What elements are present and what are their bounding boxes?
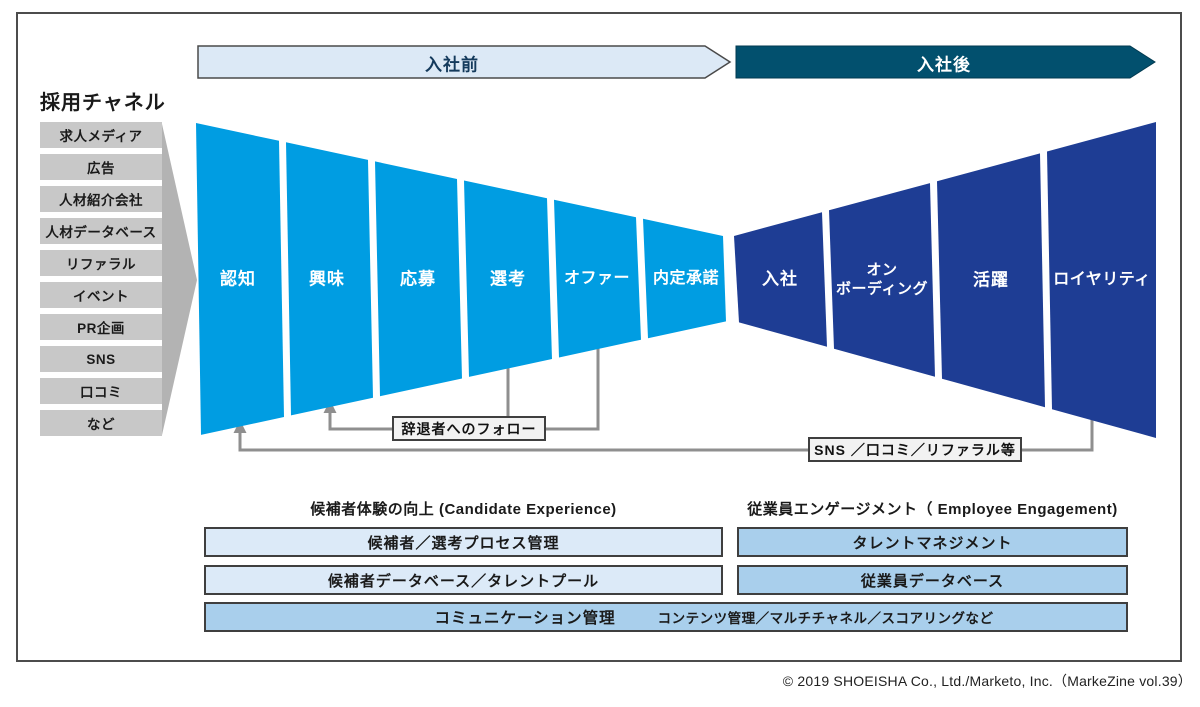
employee-database-box: 従業員データベース [737,565,1128,595]
stage-label-ninchi: 認知 [220,269,256,289]
connector-to-kyoumi [328,411,392,431]
stage-label-katsuyaku: 活躍 [973,270,1009,290]
arrowhead-ninchi [233,420,247,433]
communication-management-label: コミュニケーション管理 [434,610,616,627]
stage-label-offer: オファー [563,270,631,287]
funnel-pre-segment-kyoumi [286,142,373,416]
connector-loyalty-loop [238,419,1094,452]
communication-management-box: コミュニケーション管理 コンテンツ管理／マルチチャネル／スコアリングなど [204,602,1128,632]
channel-item-pr: PR企画 [40,314,162,340]
candidate-database-box: 候補者データベース／タレントプール [204,565,723,595]
post-join-banner-arrow [735,45,1156,79]
channel-item-sns: SNS [40,346,162,372]
channel-item-event: イベント [40,282,162,308]
talent-management-box: タレントマネジメント [737,527,1128,557]
communication-management-content: コミュニケーション管理 コンテンツ管理／マルチチャネル／スコアリングなど [254,606,1174,628]
channel-item-job-media: 求人メディア [40,122,162,148]
channel-item-agency: 人材紹介会社 [40,186,162,212]
stage-label-kyoumi: 興味 [309,269,345,289]
stage-label-onboarding: オン ボーディング [836,261,928,297]
channels-title: 採用チャネル [40,92,166,114]
channel-item-referral: リファラル [40,250,162,276]
referral-loop-box: SNS ／口コミ／リファラル等 [808,437,1022,462]
copyright: © 2019 SHOEISHA Co., Ltd./Marketo, Inc.（… [782,673,1192,689]
funnel-pre-segment-senkou [464,180,552,377]
funnel-pre-segment-ninchi [196,123,284,435]
candidate-process-box: 候補者／選考プロセス管理 [204,527,723,557]
funnel-post-segment-loyalty [1047,122,1156,438]
decline-followup-box: 辞退者へのフォロー [392,416,546,441]
employee-engagement-title: 従業員エンゲージメント（ Employee Engagement) [747,501,1118,518]
communication-management-sublabel: コンテンツ管理／マルチチャネル／スコアリングなど [657,611,994,626]
stage-label-senkou: 選考 [490,269,526,289]
funnel-pre-segment-naitei [643,218,726,339]
funnel-post-segment-nyusha [734,212,827,347]
channel-item-word-of-mouth: 口コミ [40,378,162,404]
stage-label-naitei: 内定承諾 [652,270,720,287]
post-join-banner-label: 入社後 [917,55,971,75]
funnel-pre-segment-offer [554,199,641,358]
stage-label-oubo: 応募 [400,269,436,289]
connector-offer-down [546,348,600,431]
channel-item-hr-database: 人材データベース [40,218,162,244]
funnel-pre-segment-oubo [375,161,462,397]
candidate-experience-title: 候補者体験の向上 (Candidate Experience) [310,501,617,518]
channel-item-ads: 広告 [40,154,162,180]
channel-list: 求人メディア 広告 人材紹介会社 人材データベース リファラル イベント PR企… [40,122,162,442]
channel-item-etc: など [40,410,162,436]
pre-join-banner-label: 入社前 [425,55,479,75]
pre-join-banner-arrow [197,45,732,79]
stage-label-nyusha: 入社 [762,269,798,289]
stage-label-loyalty: ロイヤリティ [1053,271,1151,288]
diagram-border [16,12,1182,662]
funnel-post-segment-katsuyaku [937,153,1045,408]
channels-arrow [162,124,197,435]
funnel-post-segment-onboarding [829,183,935,377]
